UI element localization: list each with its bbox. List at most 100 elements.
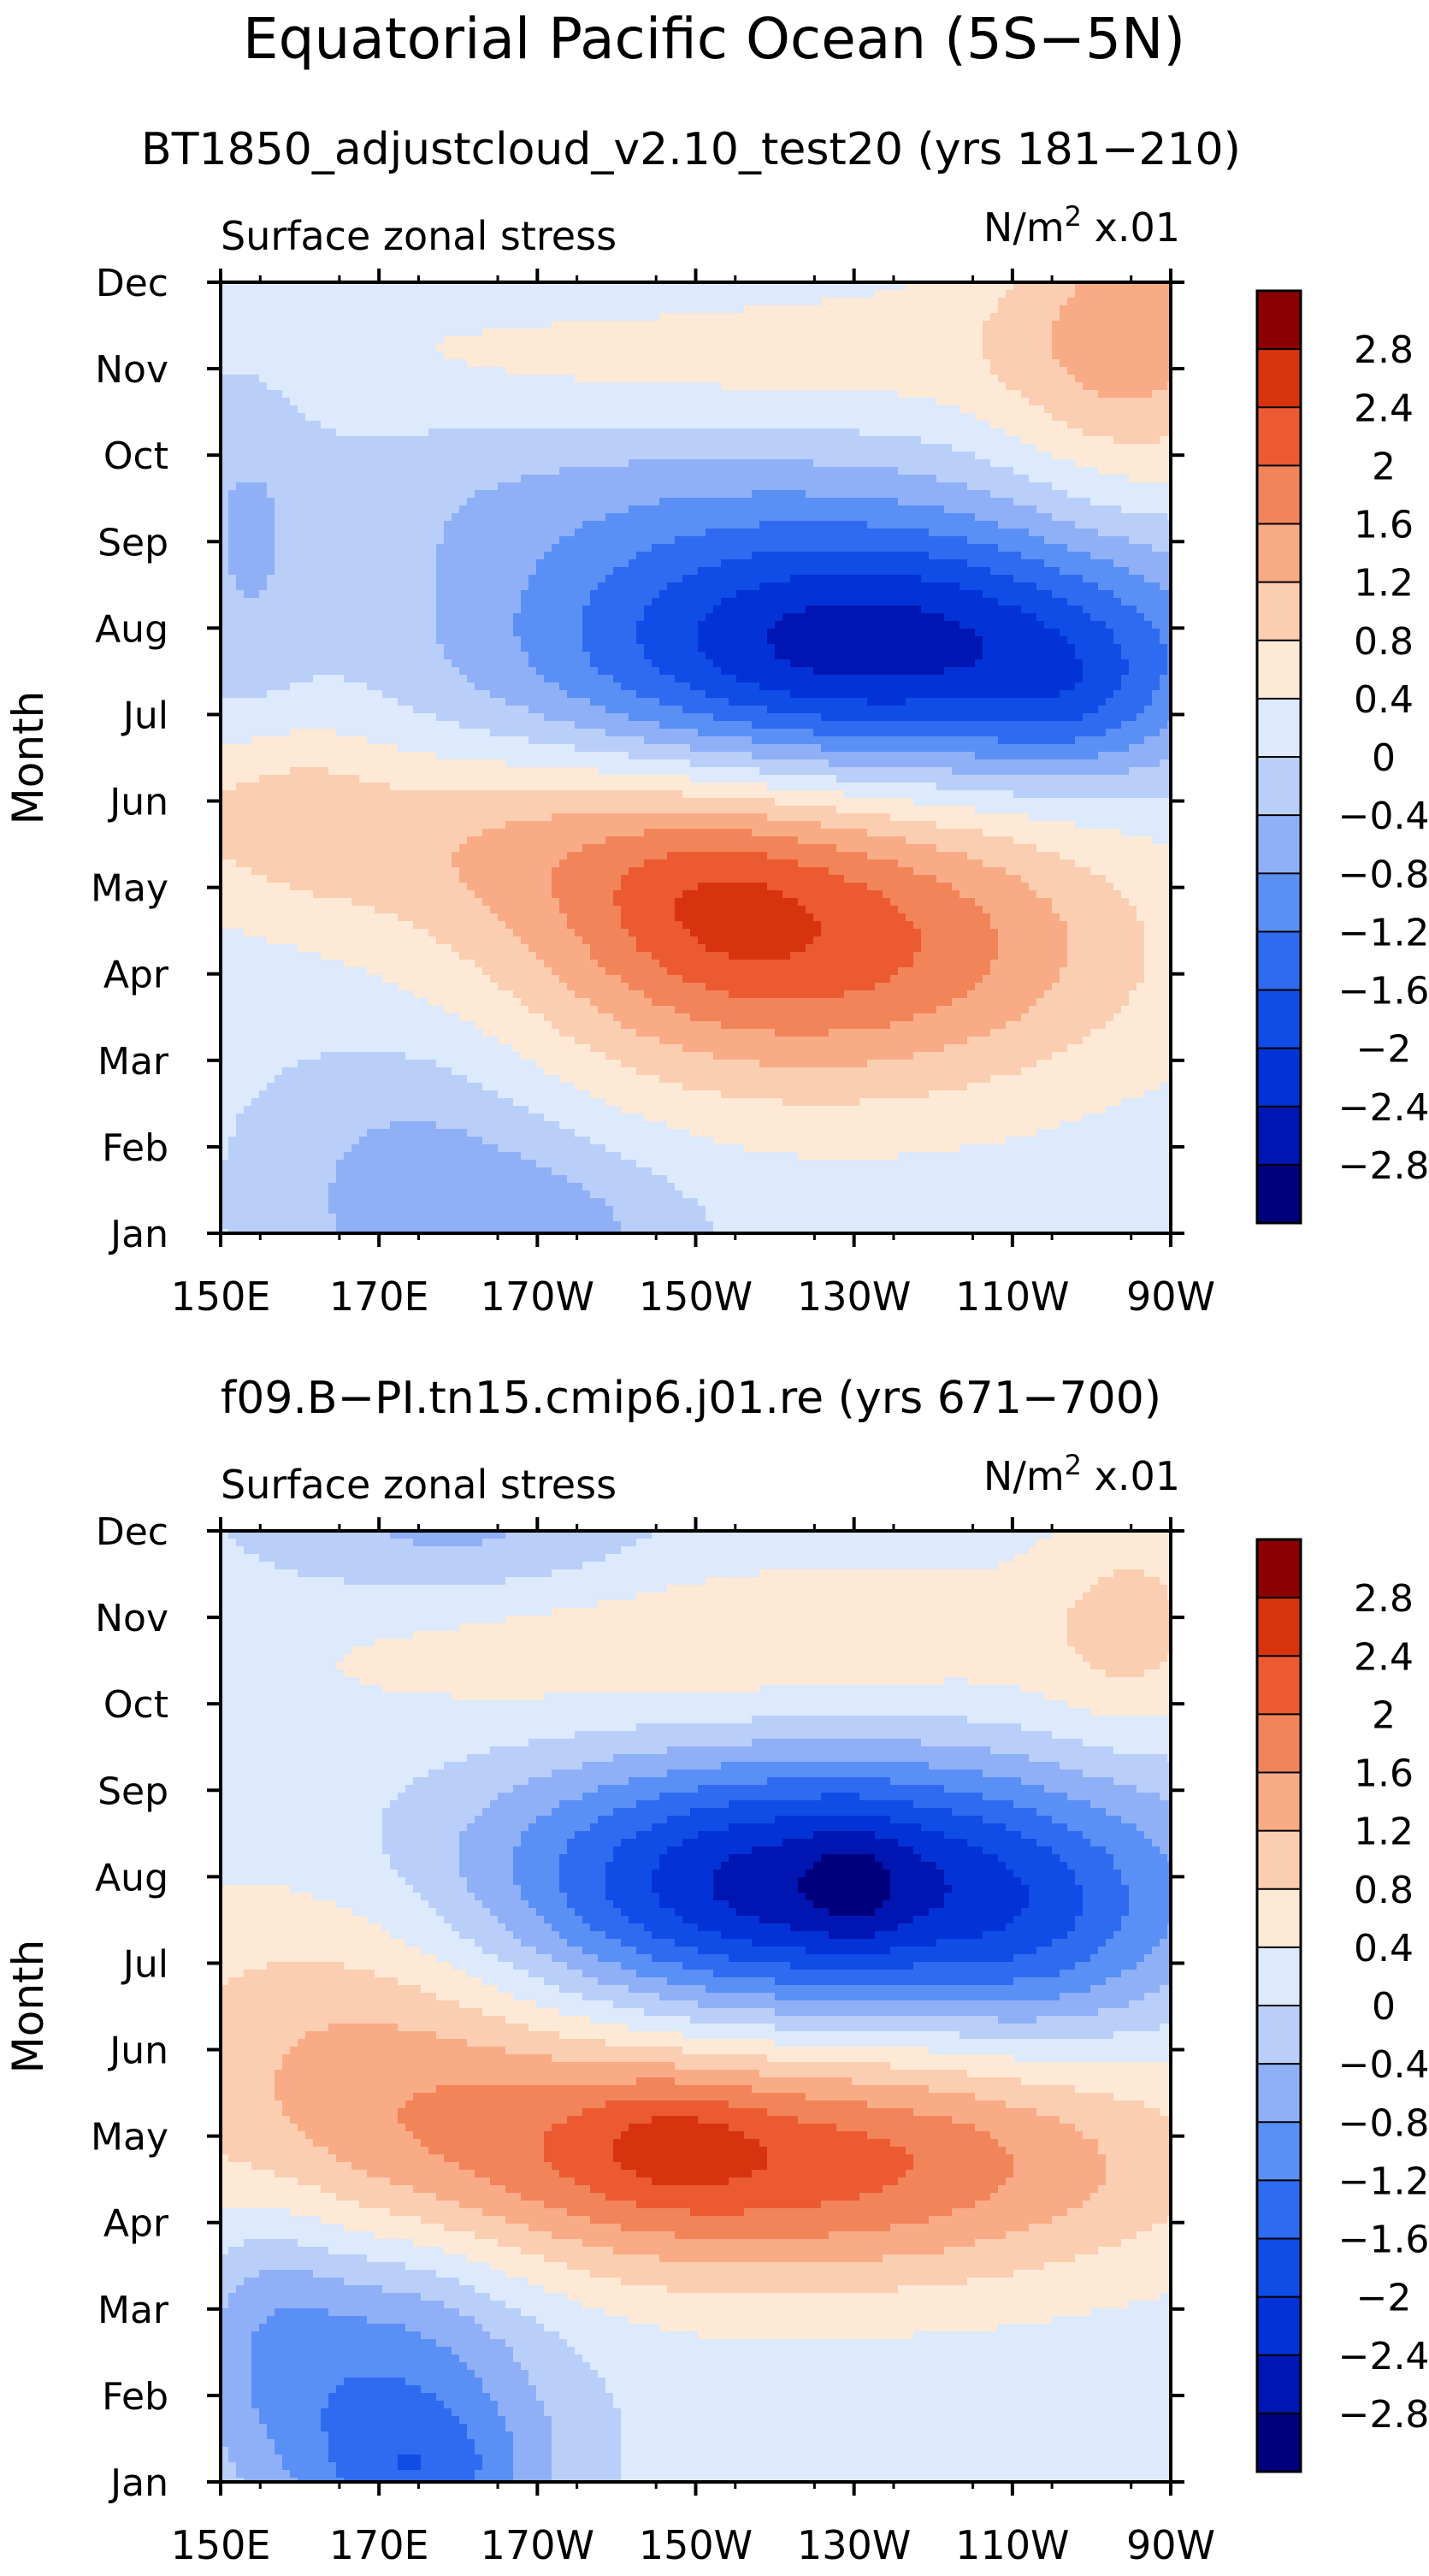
heatmap-cell [921, 482, 930, 491]
heatmap-cell [629, 367, 637, 375]
heatmap-cell [475, 475, 483, 483]
heatmap-cell [1075, 336, 1084, 345]
heatmap-cell [475, 544, 483, 552]
heatmap-cell [275, 552, 283, 560]
heatmap-cell [505, 475, 514, 483]
heatmap-cell [613, 305, 622, 314]
heatmap-cell [367, 367, 375, 375]
heatmap-cell [929, 490, 937, 499]
heatmap-cell [567, 405, 576, 414]
heatmap-cell [798, 536, 806, 545]
heatmap-cell [1152, 467, 1160, 476]
heatmap-cell [759, 382, 768, 391]
heatmap-cell [1067, 529, 1076, 537]
heatmap-cell [1013, 459, 1022, 468]
heatmap-cell [275, 521, 283, 529]
heatmap-cell [1113, 475, 1122, 483]
heatmap-cell [906, 390, 914, 399]
heatmap-cell [667, 413, 676, 422]
heatmap-cell [559, 513, 568, 522]
heatmap-cell [652, 475, 660, 483]
heatmap-cell [467, 575, 475, 583]
heatmap-cell [636, 298, 645, 306]
heatmap-cell [1144, 282, 1153, 291]
heatmap-cell [298, 590, 306, 599]
heatmap-cell [521, 490, 529, 499]
heatmap-cell [428, 467, 437, 476]
heatmap-cell [682, 305, 691, 314]
heatmap-cell [505, 344, 514, 352]
heatmap-cell [1129, 467, 1137, 476]
heatmap-cell [259, 398, 268, 406]
heatmap-cell [436, 490, 445, 499]
heatmap-cell [983, 390, 991, 399]
heatmap-cell [1036, 305, 1045, 314]
heatmap-cell [1044, 536, 1053, 545]
heatmap-cell [244, 344, 252, 352]
heatmap-cell [328, 467, 337, 476]
heatmap-cell [713, 382, 722, 391]
heatmap-cell [528, 459, 537, 468]
heatmap-cell [467, 313, 475, 322]
heatmap-cell [1160, 467, 1168, 476]
heatmap-cell [667, 344, 676, 352]
heatmap-cell [490, 559, 499, 568]
heatmap-cell [221, 375, 229, 383]
heatmap-cell [836, 536, 845, 545]
heatmap-cell [236, 567, 245, 576]
heatmap-cell [1152, 336, 1160, 345]
heatmap-cell [259, 359, 268, 368]
heatmap-cell [1013, 336, 1022, 345]
heatmap-cell [713, 490, 722, 499]
heatmap-cell [482, 567, 491, 576]
heatmap-cell [267, 452, 275, 460]
heatmap-cell [1029, 567, 1037, 576]
heatmap-cell [1067, 405, 1076, 414]
heatmap-cell [667, 328, 676, 337]
heatmap-cell [729, 521, 737, 529]
heatmap-cell [490, 328, 499, 337]
heatmap-cell [875, 552, 883, 560]
heatmap-cell [836, 298, 845, 306]
heatmap-cell [413, 382, 422, 391]
heatmap-cell [1152, 498, 1160, 506]
heatmap-cell [782, 321, 791, 329]
heatmap-cell [582, 552, 591, 560]
heatmap-cell [921, 321, 930, 329]
heatmap-cell [829, 482, 837, 491]
heatmap-cell [498, 521, 506, 529]
heatmap-cell [698, 582, 706, 591]
heatmap-cell [1006, 459, 1014, 468]
heatmap-cell [405, 428, 414, 437]
heatmap-cell [559, 382, 568, 391]
heatmap-cell [1052, 544, 1060, 552]
heatmap-cell [613, 559, 622, 568]
heatmap-cell [629, 529, 637, 537]
heatmap-cell [775, 290, 783, 298]
heatmap-cell [1113, 552, 1122, 560]
heatmap-cell [1090, 498, 1099, 506]
heatmap-cell [698, 559, 706, 568]
heatmap-cell [859, 436, 868, 445]
heatmap-cell [729, 559, 737, 568]
heatmap-cell [675, 367, 683, 375]
heatmap-cell [521, 328, 529, 337]
heatmap-cell [906, 552, 914, 560]
heatmap-cell [983, 344, 991, 352]
heatmap-cell [298, 521, 306, 529]
heatmap-cell [913, 475, 922, 483]
heatmap-cell [375, 505, 383, 514]
heatmap-cell [375, 567, 383, 576]
heatmap-cell [505, 582, 514, 591]
heatmap-cell [790, 359, 799, 368]
heatmap-cell [852, 344, 860, 352]
heatmap-field [221, 282, 1172, 1234]
heatmap-cell [282, 444, 291, 452]
heatmap-cell [421, 459, 429, 468]
heatmap-cell [398, 467, 406, 476]
heatmap-cell [944, 459, 953, 468]
heatmap-cell [536, 398, 545, 406]
heatmap-cell [967, 444, 976, 452]
heatmap-cell [282, 321, 291, 329]
heatmap-cell [1013, 575, 1022, 583]
